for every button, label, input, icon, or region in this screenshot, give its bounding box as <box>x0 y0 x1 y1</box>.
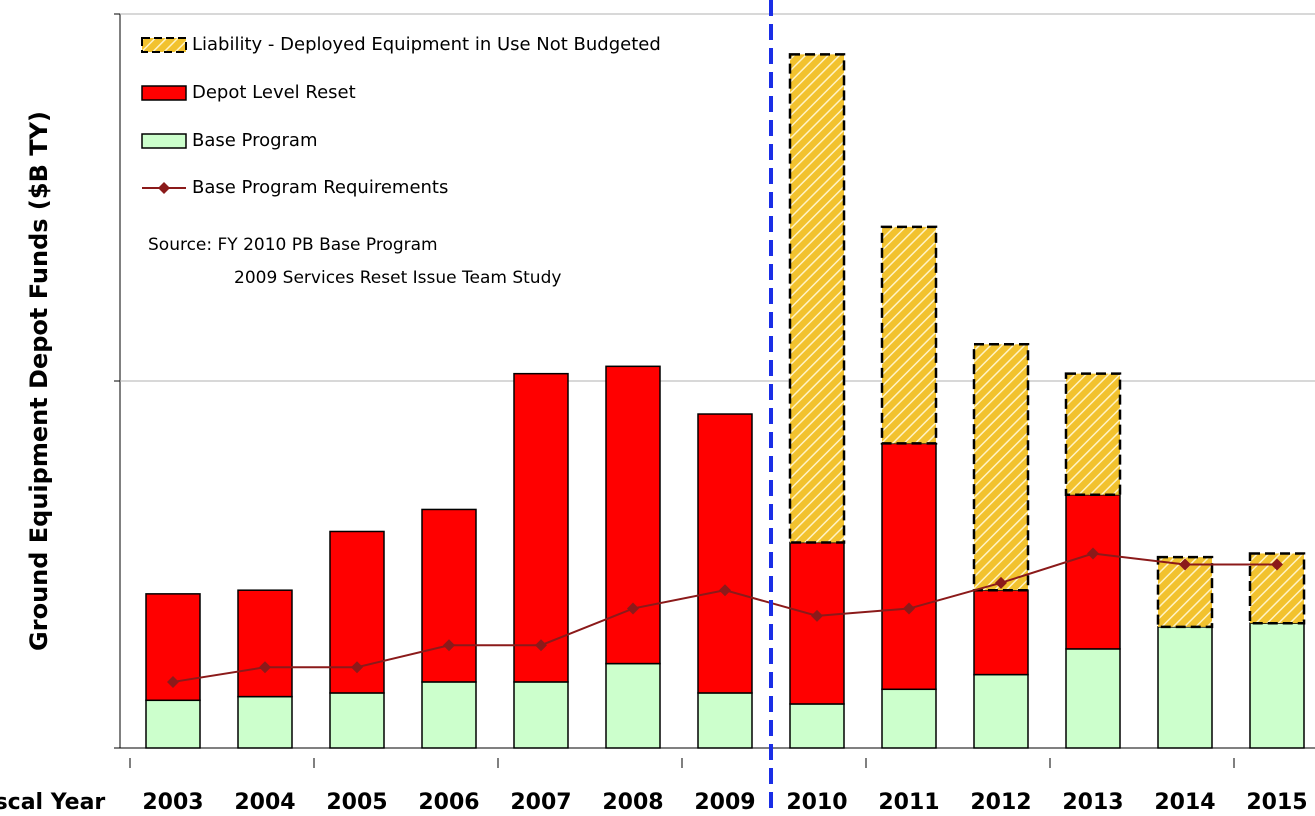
x-axis-label: Fiscal Year <box>0 790 105 815</box>
line-marker <box>627 602 639 615</box>
bar-segment <box>881 688 937 749</box>
line-marker <box>811 609 823 622</box>
x-tick-label: 2008 <box>602 790 663 815</box>
legend-swatch <box>141 37 187 53</box>
bar-segment <box>1249 622 1305 749</box>
x-tick-label: 2014 <box>1154 790 1215 815</box>
x-tick-label: 2015 <box>1246 790 1307 815</box>
bar-segment <box>421 681 477 749</box>
line-marker <box>995 576 1007 589</box>
legend-label: Base Program Requirements <box>192 177 448 198</box>
bar-segment <box>697 413 753 694</box>
bar-segment <box>1065 648 1121 749</box>
bar-segment <box>329 692 385 749</box>
y-axis-label: Ground Equipment Depot Funds ($B TY) <box>25 111 53 651</box>
x-tick-label: 2003 <box>142 790 203 815</box>
line-marker <box>443 639 455 652</box>
bar-segment <box>513 681 569 749</box>
bar-segment <box>237 695 293 749</box>
line-marker <box>1087 547 1099 560</box>
line-marker <box>719 584 731 597</box>
line-marker <box>259 661 271 674</box>
bar-segment <box>789 541 845 705</box>
legend-label: Liability - Deployed Equipment in Use No… <box>192 34 661 55</box>
bar-segment <box>421 508 477 683</box>
line-marker <box>167 675 179 688</box>
annotation: Source: FY 2010 PB Base Program <box>148 235 438 255</box>
bar-segment <box>145 699 201 749</box>
bar-segment <box>1065 494 1121 650</box>
legend-marker <box>158 182 170 194</box>
bar-segment <box>788 53 846 544</box>
line-marker <box>351 661 363 674</box>
legend-swatch <box>141 85 187 101</box>
bar-segment <box>1156 555 1214 629</box>
legend-swatch <box>141 133 187 149</box>
bar-segment <box>697 692 753 749</box>
x-tick-label: 2009 <box>694 790 755 815</box>
bar-segment <box>973 673 1029 749</box>
line-marker <box>1179 558 1191 571</box>
bar-segment <box>789 703 845 749</box>
bar-segment <box>237 589 293 698</box>
bar-segment <box>881 442 937 691</box>
x-tick-label: 2013 <box>1062 790 1123 815</box>
x-tick-label: 2005 <box>326 790 387 815</box>
x-axis-ticks <box>129 758 1235 768</box>
bar-segment <box>880 225 938 445</box>
x-tick-label: 2011 <box>878 790 939 815</box>
bar-segment <box>973 589 1029 676</box>
annotation: 2009 Services Reset Issue Team Study <box>234 268 561 288</box>
bar-segment <box>1157 626 1213 749</box>
legend-label: Base Program <box>192 130 318 151</box>
x-tick-label: 2006 <box>418 790 479 815</box>
bar-segment <box>605 365 661 665</box>
bar-segment <box>513 372 569 683</box>
bar-segment <box>605 662 661 749</box>
x-tick-label: 2004 <box>234 790 295 815</box>
x-tick-label: 2007 <box>510 790 571 815</box>
line-marker <box>535 639 547 652</box>
line-marker <box>903 602 915 615</box>
x-tick-label: 2012 <box>970 790 1031 815</box>
bar-segment <box>972 343 1030 592</box>
x-tick-label: 2010 <box>786 790 847 815</box>
legend-label: Depot Level Reset <box>192 82 356 103</box>
bar-segment <box>1064 372 1122 497</box>
line-marker <box>1271 558 1283 571</box>
